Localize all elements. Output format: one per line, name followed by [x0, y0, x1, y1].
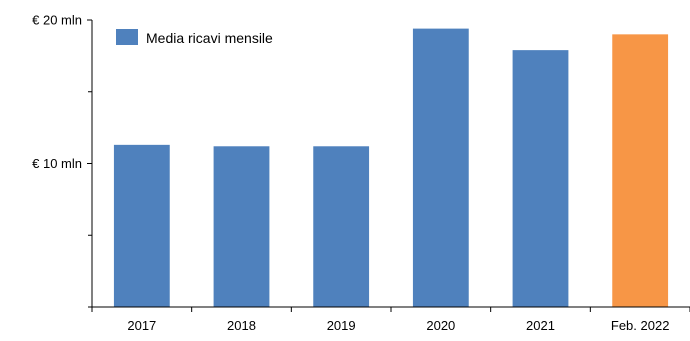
- x-tick-label: 2018: [227, 318, 256, 333]
- x-tick-label: 2019: [327, 318, 356, 333]
- bar-2018: [213, 146, 270, 307]
- x-tick-label: 2020: [426, 318, 455, 333]
- legend-swatch: [116, 29, 138, 45]
- legend: Media ricavi mensile: [116, 29, 273, 46]
- bar-feb-2022: [612, 34, 669, 307]
- bars: [113, 28, 669, 308]
- y-tick-label: € 10 mln: [32, 156, 82, 171]
- bar-2019: [313, 146, 370, 307]
- legend-label: Media ricavi mensile: [146, 30, 273, 46]
- bar-2017: [113, 144, 170, 307]
- y-axis: € 10 mln € 20 mln: [32, 13, 93, 308]
- bar-2021: [512, 50, 569, 307]
- x-tick-label: 2021: [526, 318, 555, 333]
- y-tick-label: € 20 mln: [32, 13, 82, 28]
- x-tick-label: Feb. 2022: [611, 318, 670, 333]
- bar-2020: [412, 28, 469, 308]
- x-tick-label: 2017: [127, 318, 156, 333]
- x-axis: 2017 2018 2019 2020 2021 Feb. 2022: [91, 306, 690, 333]
